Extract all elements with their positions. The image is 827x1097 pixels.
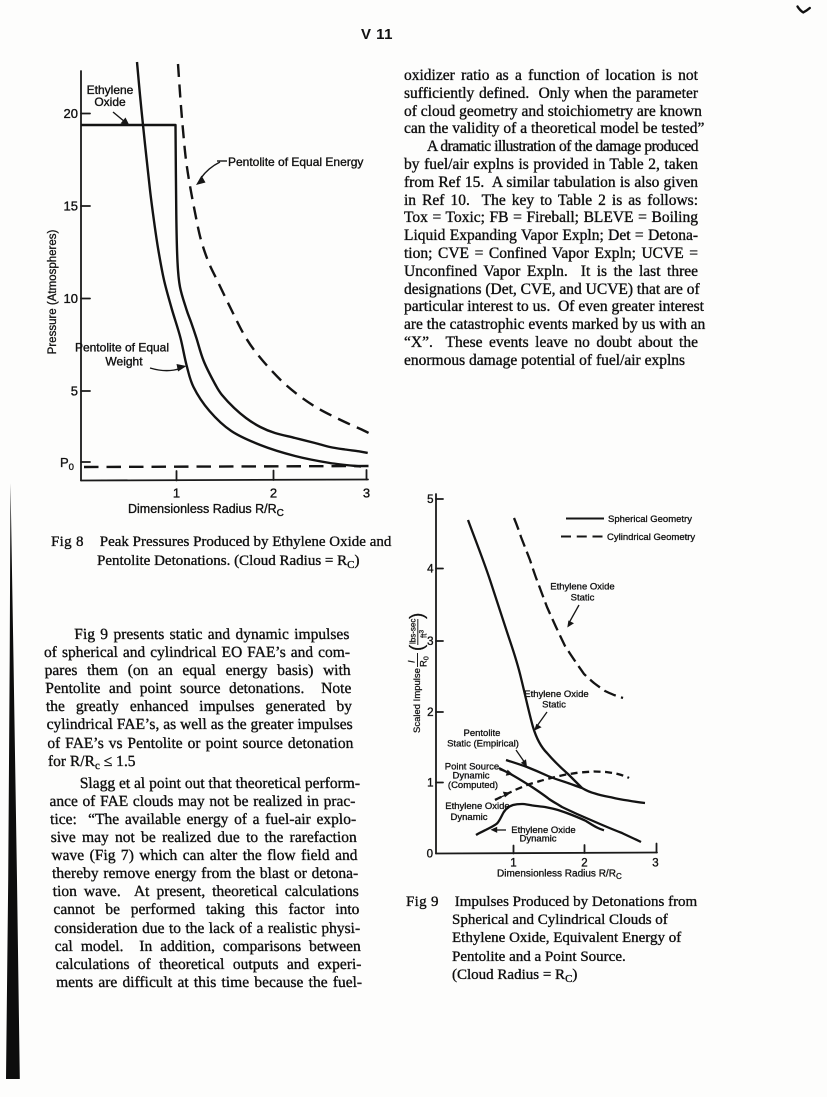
svg-text:Pressure (Atmospheres): Pressure (Atmospheres) (47, 230, 59, 355)
svg-text:Weight: Weight (105, 355, 143, 369)
svg-text:Dynamic: Dynamic (451, 812, 488, 823)
svg-text:P0: P0 (60, 455, 74, 473)
svg-text:): ) (407, 613, 428, 619)
svg-text:Static: Static (571, 593, 595, 604)
svg-text:2: 2 (581, 858, 587, 870)
svg-text:1: 1 (427, 778, 433, 790)
svg-text:10: 10 (64, 291, 78, 306)
svg-text:Ethylene Oxide: Ethylene Oxide (511, 825, 575, 836)
svg-text:20: 20 (64, 106, 78, 121)
svg-text:Pentolite of Equal Energy: Pentolite of Equal Energy (228, 155, 363, 169)
svg-text:Oxide: Oxide (94, 95, 126, 109)
svg-text:3: 3 (652, 858, 658, 870)
svg-text:Dynamic: Dynamic (520, 834, 557, 845)
svg-text:3: 3 (427, 636, 433, 648)
svg-text:Dimensionless Radius R/RC: Dimensionless Radius R/RC (497, 869, 622, 882)
svg-text:Dynamic: Dynamic (453, 771, 490, 782)
svg-text:Static: Static (542, 700, 566, 711)
svg-text:lbs-sec: lbs-sec (409, 619, 418, 644)
svg-text:(Computed): (Computed) (448, 780, 498, 791)
svg-text:Dimensionless Radius R/RC: Dimensionless Radius R/RC (128, 502, 284, 519)
svg-text:Ethylene Oxide: Ethylene Oxide (445, 801, 509, 812)
svg-text:Static (Empirical): Static (Empirical) (447, 739, 519, 750)
svg-text:5: 5 (427, 494, 433, 506)
svg-text:ft3: ft3 (419, 630, 429, 638)
svg-text:Ethylene Oxide: Ethylene Oxide (550, 582, 614, 593)
svg-text:5: 5 (71, 384, 78, 399)
svg-text:Scaled Impulse: Scaled Impulse (412, 668, 423, 733)
svg-text:15: 15 (64, 199, 78, 214)
svg-text:4: 4 (427, 564, 434, 576)
svg-text:1: 1 (510, 858, 516, 870)
svg-text:2: 2 (427, 707, 433, 719)
svg-text:Pentolite of Equal: Pentolite of Equal (75, 341, 169, 355)
svg-text:2: 2 (270, 486, 277, 501)
svg-text:Cylindrical Geometry: Cylindrical Geometry (607, 532, 695, 543)
svg-text:Ethylene Oxide: Ethylene Oxide (524, 689, 588, 700)
svg-text:Spherical Geometry: Spherical Geometry (608, 514, 692, 525)
svg-text:1: 1 (173, 486, 180, 501)
svg-text:Ethylene: Ethylene (87, 83, 134, 97)
svg-text:I: I (407, 660, 418, 663)
svg-text:3: 3 (363, 486, 370, 501)
svg-text:Point Source: Point Source (445, 762, 499, 773)
svg-text:R0: R0 (419, 656, 431, 667)
svg-text:Pentolite: Pentolite (464, 728, 501, 739)
svg-text:0: 0 (427, 849, 433, 861)
svg-text:(: ( (407, 644, 428, 651)
